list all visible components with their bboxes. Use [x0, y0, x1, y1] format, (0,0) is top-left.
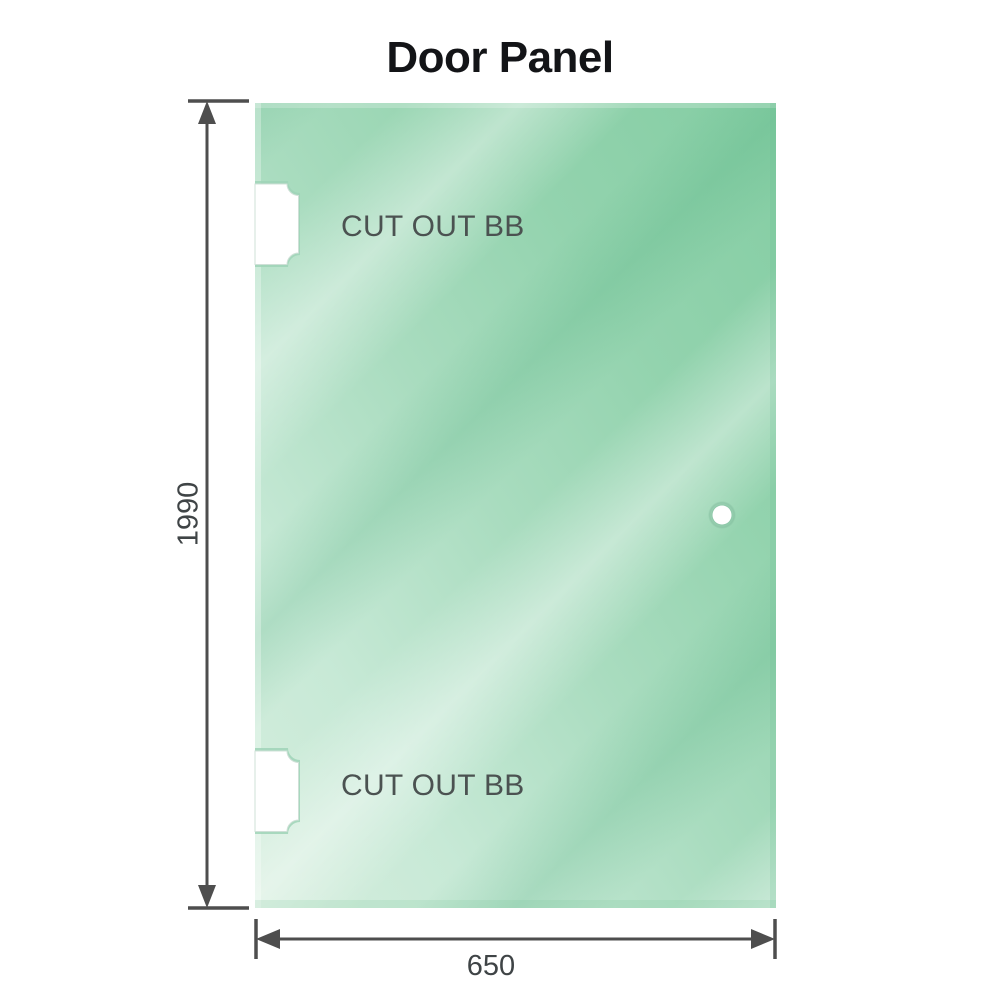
page-title: Door Panel — [386, 33, 614, 82]
arrow-left-icon — [256, 929, 280, 949]
height-dimension — [188, 99, 249, 910]
cutout-label-bottom: CUT OUT BB — [341, 769, 525, 802]
circular-hole-icon — [708, 501, 736, 529]
glass-edge-highlight — [255, 103, 776, 908]
height-dimension-value: 1990 — [172, 481, 205, 547]
cutout-label-top: CUT OUT BB — [341, 210, 525, 243]
cutout-top-notch — [254, 181, 300, 267]
width-dimension — [254, 919, 777, 959]
arrow-down-icon — [198, 885, 216, 908]
cutout-bottom-notch — [254, 748, 300, 834]
width-dimension-label: 650 — [466, 950, 516, 982]
arrow-right-icon — [751, 929, 775, 949]
arrow-up-icon — [198, 101, 216, 124]
height-dimension-label: 1990 — [172, 466, 206, 562]
